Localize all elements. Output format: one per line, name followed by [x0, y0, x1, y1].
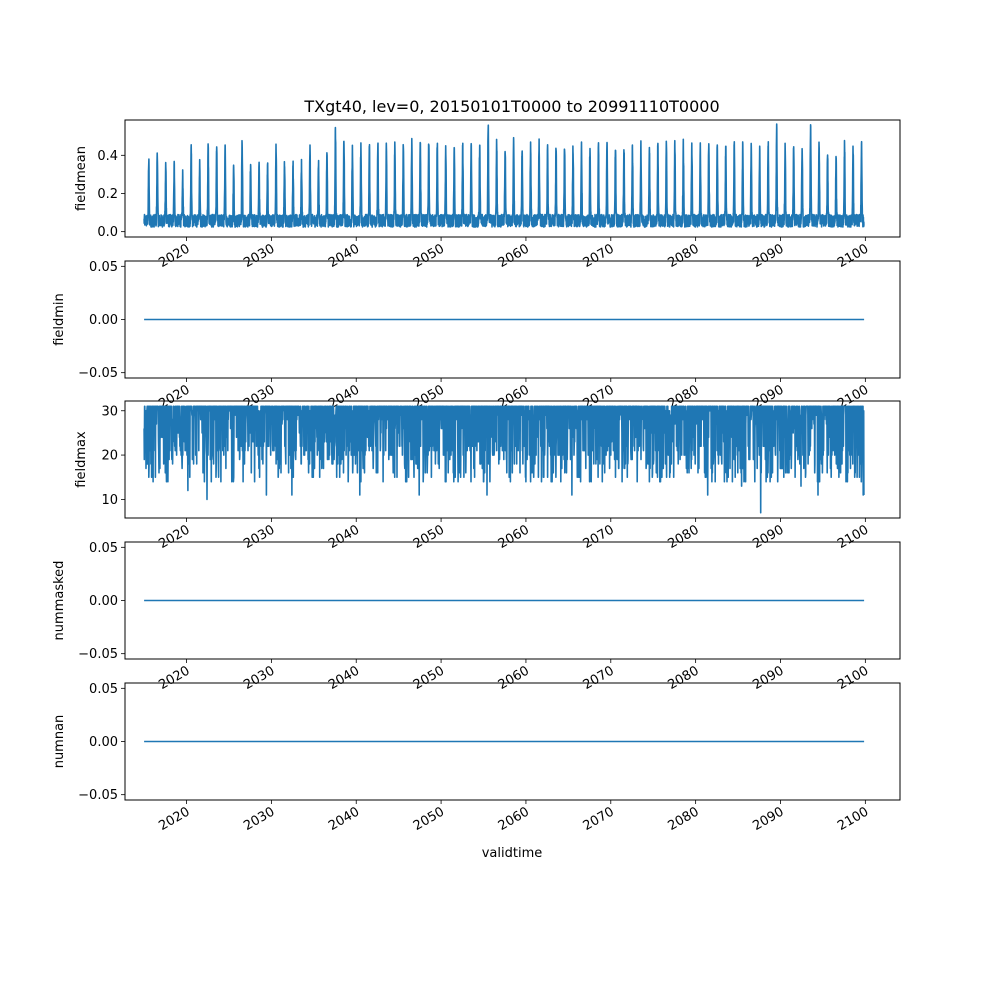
axes-frame-fieldmax — [124, 400, 901, 519]
y-tick-label-fieldmax: 30 — [101, 404, 118, 419]
y-tick-label-fieldmean: 0.2 — [97, 187, 118, 202]
y-tick-label-numnan: −0.05 — [78, 788, 118, 803]
series-line-fieldmax — [143, 405, 865, 514]
y-axis-label-nummasked: nummasked — [52, 561, 67, 641]
y-tick-label-fieldmin: 0.05 — [89, 260, 118, 275]
y-axis-label-fieldmax: fieldmax — [74, 431, 89, 488]
y-tick-label-fieldmin: −0.05 — [78, 366, 118, 381]
y-tick-label-numnan: 0.05 — [89, 682, 118, 697]
y-tick-label-nummasked: 0.00 — [89, 594, 118, 609]
x-axis-label: validtime — [482, 846, 543, 861]
y-tick-label-nummasked: 0.05 — [89, 541, 118, 556]
y-axis-label-numnan: numnan — [52, 715, 67, 769]
y-tick-label-nummasked: −0.05 — [78, 647, 118, 662]
y-axis-label-fieldmean: fieldmean — [74, 146, 89, 211]
axes-frame-fieldmean — [124, 119, 901, 238]
y-tick-label-numnan: 0.00 — [89, 735, 118, 750]
y-tick-label-fieldmean: 0.4 — [97, 149, 118, 164]
chart-title: TXgt40, lev=0, 20150101T0000 to 20991110… — [303, 97, 719, 116]
y-tick-label-fieldmin: 0.00 — [89, 313, 118, 328]
series-line-fieldmean — [143, 123, 865, 228]
y-tick-label-fieldmax: 10 — [101, 493, 118, 508]
y-axis-label-fieldmin: fieldmin — [52, 293, 67, 346]
y-tick-label-fieldmean: 0.0 — [97, 225, 118, 240]
y-tick-label-fieldmax: 20 — [101, 449, 118, 464]
